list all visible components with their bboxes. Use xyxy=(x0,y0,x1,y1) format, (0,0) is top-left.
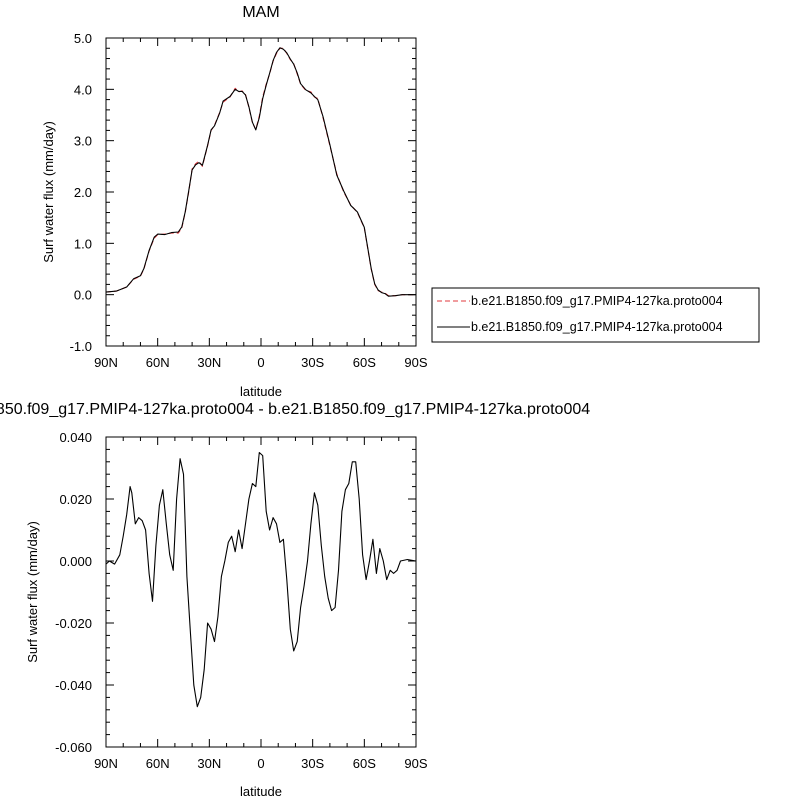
top-y-tick-label: 1.0 xyxy=(74,236,92,251)
top-y-tick-label: 4.0 xyxy=(74,82,92,97)
top-y-axis-title: Surf water flux (mm/day) xyxy=(41,121,56,263)
bottom-x-tick-label: 0 xyxy=(257,756,264,771)
top-x-axis-title: latitude xyxy=(240,384,282,399)
bottom-x-tick-label: 60S xyxy=(353,756,376,771)
top-chart-title: MAM xyxy=(242,4,279,21)
bottom-panel: b.e21.B1850.f09_g17.PMIP4-127ka.proto004… xyxy=(0,401,590,799)
bottom-x-tick-label: 90S xyxy=(404,756,427,771)
bottom-x-tick-label: 30N xyxy=(197,756,221,771)
bottom-x-tick-label: 30S xyxy=(301,756,324,771)
top-series-line-1 xyxy=(105,47,416,297)
bottom-plot-frame xyxy=(105,436,417,748)
legend-entry-solid: b.e21.B1850.f09_g17.PMIP4-127ka.proto004 xyxy=(437,320,723,334)
bottom-y-tick-label: -0.040 xyxy=(55,678,92,693)
top-plot-area: 90N 60N 30N 0 30S 60S 90S -1.0 0.0 1.0 2.0 3.0 4.0 5.… xyxy=(70,31,428,370)
top-x-tick-label: 30S xyxy=(301,355,324,370)
top-x-tick-label: 0 xyxy=(257,355,264,370)
top-y-tick-label: 2.0 xyxy=(74,185,92,200)
bottom-x-tick-label: 90N xyxy=(94,756,118,771)
top-y-tick-label: -1.0 xyxy=(70,339,92,354)
top-x-tick-label: 90N xyxy=(94,355,118,370)
top-plot-frame xyxy=(105,37,417,347)
bottom-series-line-0 xyxy=(105,451,417,708)
legend-label-solid: b.e21.B1850.f09_g17.PMIP4-127ka.proto004 xyxy=(471,320,723,334)
legend: b.e21.B1850.f09_g17.PMIP4-127ka.proto004… xyxy=(431,287,760,343)
legend-label-dashed: b.e21.B1850.f09_g17.PMIP4-127ka.proto004 xyxy=(471,294,723,308)
top-y-tick-label: 0.0 xyxy=(74,288,92,303)
top-panel: MAM 90N 60N 30N 0 30S 60S 90S -1.0 0.0 1.0 2.0 3.0 4… xyxy=(41,4,428,399)
top-x-tick-label: 30N xyxy=(197,355,221,370)
legend-entry-dashed: b.e21.B1850.f09_g17.PMIP4-127ka.proto004 xyxy=(437,294,723,308)
bottom-y-tick-label: -0.020 xyxy=(55,616,92,631)
bottom-x-tick-label: 60N xyxy=(146,756,170,771)
bottom-chart-title: b.e21.B1850.f09_g17.PMIP4-127ka.proto004… xyxy=(0,401,590,418)
bottom-y-tick-label: 0.040 xyxy=(59,430,92,445)
bottom-y-tick-label: -0.060 xyxy=(55,740,92,755)
bottom-plot-area: 90N 60N 30N 0 30S 60S 90S -0.060 -0.040 -0.020 0.0… xyxy=(55,430,428,771)
bottom-y-tick-label: 0.020 xyxy=(59,492,92,507)
top-y-tick-label: 3.0 xyxy=(74,134,92,149)
bottom-y-axis-title: Surf water flux (mm/day) xyxy=(25,521,40,663)
legend-frame xyxy=(431,287,760,343)
bottom-x-axis-title: latitude xyxy=(240,784,282,799)
top-x-tick-label: 60S xyxy=(353,355,376,370)
top-y-tick-label: 5.0 xyxy=(74,31,92,46)
bottom-y-tick-label: 0.000 xyxy=(59,554,92,569)
top-x-tick-label: 60N xyxy=(146,355,170,370)
top-x-tick-label: 90S xyxy=(404,355,427,370)
